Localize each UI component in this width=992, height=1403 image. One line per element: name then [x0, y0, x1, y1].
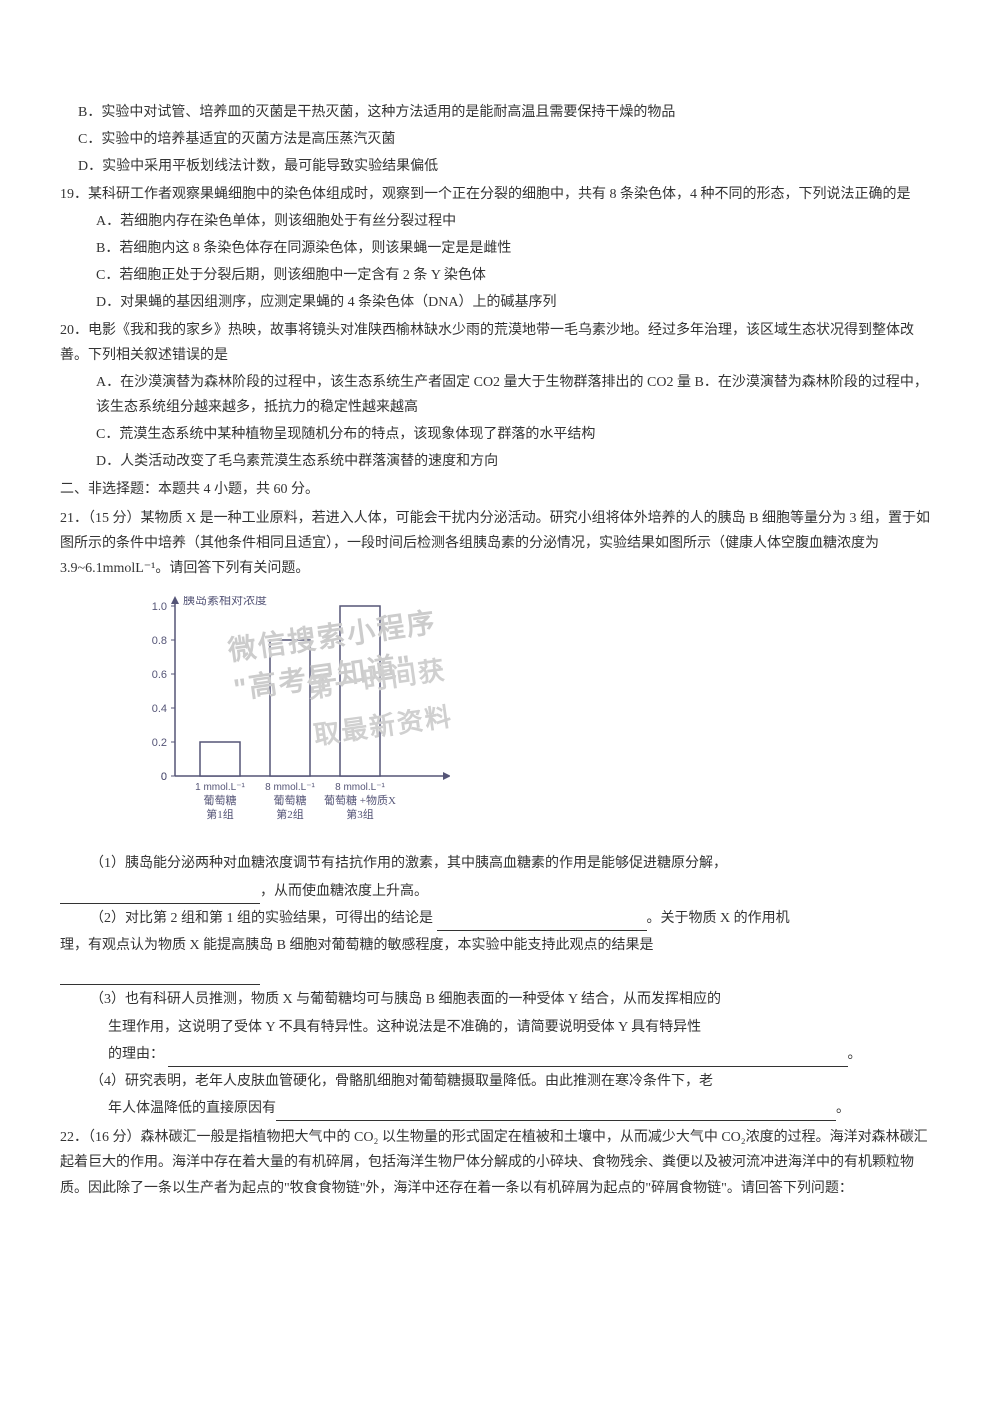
q21-sub1: （1）胰岛能分泌两种对血糖浓度调节有拮抗作用的激素，其中胰高血糖素的作用是能够促… — [60, 851, 932, 876]
svg-text:第2组: 第2组 — [276, 807, 304, 821]
section-2-title: 二、非选择题：本题共 4 小题，共 60 分。 — [60, 477, 932, 502]
q21-sub2: （2）对比第 2 组和第 1 组的实验结果，可得出的结论是 。关于物质 X 的作… — [60, 906, 932, 931]
q22-stem: 22．（16 分）森林碳汇一般是指植物把大气中的 CO₂ 以生物量的形式固定在植… — [60, 1125, 932, 1201]
q20-option-d: D．人类活动改变了毛乌素荒漠生态系统中群落演替的速度和方向 — [60, 449, 932, 474]
svg-text:1.0: 1.0 — [152, 601, 167, 613]
svg-text:0.8: 0.8 — [152, 635, 167, 647]
svg-text:葡萄糖: 葡萄糖 — [274, 793, 307, 807]
svg-text:葡萄糖 +物质X: 葡萄糖 +物质X — [324, 793, 396, 807]
q21-sub1-blank — [60, 886, 260, 904]
insulin-bar-chart: 微信搜索小程序 "高考早知道" 第一时间获取最新资料 胰岛素相对浓度00.20.… — [130, 596, 450, 836]
q21-stem: 21．（15 分）某物质 X 是一种工业原料，若进入人体，可能会干扰内分泌活动。… — [60, 506, 932, 582]
svg-text:葡萄糖: 葡萄糖 — [204, 793, 237, 807]
q18-option-b: B．实验中对试管、培养皿的灭菌是干热灭菌，这种方法适用的是能耐高温且需要保持干燥… — [60, 100, 932, 125]
svg-text:第1组: 第1组 — [206, 807, 234, 821]
q21-sub3-line3-wrap: 的理由： 。 — [60, 1042, 932, 1067]
q19-stem: 19．某科研工作者观察果蝇细胞中的染色体组成时，观察到一个正在分裂的细胞中，共有… — [60, 182, 932, 207]
svg-text:0.6: 0.6 — [152, 669, 167, 681]
q21-sub3-line3: 的理由： — [108, 1047, 164, 1062]
q19-option-b: B．若细胞内这 8 条染色体存在同源染色体，则该果蝇一定是是雌性 — [60, 236, 932, 261]
q19-option-a: A．若细胞内存在染色单体，则该细胞处于有丝分裂过程中 — [60, 209, 932, 234]
q21-sub2-blank1 — [437, 913, 647, 931]
q21-sub4-line2-wrap: 年人体温降低的直接原因有。 — [60, 1096, 932, 1121]
q21-sub3: （3）也有科研人员推测，物质 X 与葡萄糖均可与胰岛 B 细胞表面的一种受体 Y… — [60, 987, 932, 1012]
q21-sub2-blank2 — [60, 967, 260, 985]
q21-sub2-line2: 理，有观点认为物质 X 能提高胰岛 B 细胞对葡萄糖的敏感程度，本实验中能支持此… — [60, 933, 932, 958]
q18-option-d: D．实验中采用平板划线法计数，最可能导致实验结果偏低 — [60, 154, 932, 179]
svg-text:第3组: 第3组 — [346, 807, 374, 821]
q21-sub3-line2: 生理作用，这说明了受体 Y 不具有特异性。这种说法是不准确的，请简要说明受体 Y… — [60, 1015, 932, 1040]
q21-sub1-post: ，从而使血糖浓度上升高。 — [260, 884, 428, 899]
q20-option-c: C．荒漠生态系统中某种植物呈现随机分布的特点，该现象体现了群落的水平结构 — [60, 422, 932, 447]
svg-text:0: 0 — [161, 771, 167, 783]
svg-text:8 mmol.L⁻¹: 8 mmol.L⁻¹ — [335, 782, 385, 793]
q21-sub3-blank — [168, 1049, 848, 1067]
q21-sub1-pre: （1）胰岛能分泌两种对血糖浓度调节有拮抗作用的激素，其中胰高血糖素的作用是能够促… — [90, 856, 727, 871]
q20-stem: 20．电影《我和我的家乡》热映，故事将镜头对准陕西榆林缺水少雨的荒漠地带一毛乌素… — [60, 318, 932, 368]
svg-text:0.2: 0.2 — [152, 737, 167, 749]
svg-text:8 mmol.L⁻¹: 8 mmol.L⁻¹ — [265, 782, 315, 793]
svg-text:1 mmol.L⁻¹: 1 mmol.L⁻¹ — [195, 782, 245, 793]
q19-option-c: C．若细胞正处于分裂后期，则该细胞中一定含有 2 条 Y 染色体 — [60, 263, 932, 288]
q21-sub2-pre: （2）对比第 2 组和第 1 组的实验结果，可得出的结论是 — [90, 911, 437, 926]
svg-text:胰岛素相对浓度: 胰岛素相对浓度 — [183, 596, 267, 607]
q21-sub2-mid: 。关于物质 X 的作用机 — [647, 911, 790, 926]
q21-sub4-blank — [276, 1103, 836, 1121]
q19-option-d: D．对果蝇的基因组测序，应测定果蝇的 4 条染色体（DNA）上的碱基序列 — [60, 290, 932, 315]
q18-option-c: C．实验中的培养基适宜的灭菌方法是高压蒸汽灭菌 — [60, 127, 932, 152]
q21-sub4-line2: 年人体温降低的直接原因有 — [108, 1101, 276, 1116]
q21-sub4: （4）研究表明，老年人皮肤血管硬化，骨骼肌细胞对葡萄糖摄取量降低。由此推测在寒冷… — [60, 1069, 932, 1094]
svg-text:0.4: 0.4 — [152, 703, 167, 715]
q20-option-a: A．在沙漠演替为森林阶段的过程中，该生态系统生产者固定 CO2 量大于生物群落排… — [60, 370, 932, 420]
